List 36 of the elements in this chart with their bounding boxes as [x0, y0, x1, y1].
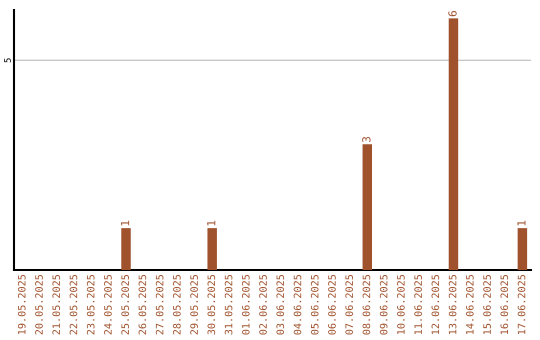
x-tick-label: 14.06.2025 [466, 274, 474, 334]
x-tick-label: 25.05.2025 [121, 274, 129, 334]
x-tick-label: 16.06.2025 [500, 274, 508, 334]
x-tick-label: 03.06.2025 [276, 274, 284, 335]
x-tick-label: 19.05.2025 [18, 274, 26, 334]
x-tick-label: 12.06.2025 [432, 274, 440, 334]
x-tick-label: 27.05.2025 [156, 274, 164, 334]
x-tick-label: 28.05.2025 [173, 274, 181, 334]
x-tick-label: 11.06.2025 [414, 274, 422, 334]
x-tick-label: 23.05.2025 [86, 274, 95, 334]
x-tick-label: 08.06.2025 [362, 274, 370, 335]
x-tick-label: 10.06.2025 [397, 274, 405, 334]
data-label: 1 [517, 220, 526, 226]
x-tick-label: 04.06.2025 [294, 274, 302, 335]
x-tick-label: 30.05.2025 [207, 274, 216, 335]
x-tick-label: 26.05.2025 [138, 274, 146, 334]
x-tick-label: 21.05.2025 [52, 274, 60, 334]
x-tick-label: 22.05.2025 [70, 274, 78, 334]
x-tick-label: 13.06.2025 [448, 274, 456, 334]
x-tick-label: 15.06.2025 [483, 274, 491, 334]
data-label: 6 [448, 11, 457, 16]
x-tick-label: 20.05.2025 [35, 274, 43, 334]
y-tick-label: 5 [4, 58, 11, 62]
x-tick-label: 05.06.2025 [310, 274, 319, 335]
x-tick-label: 02.06.2025 [259, 274, 267, 335]
x-tick-label: 31.05.2025 [224, 274, 232, 335]
data-label: 1 [207, 220, 216, 226]
data-label: 1 [121, 220, 130, 226]
x-tick-label: 29.05.2025 [190, 274, 198, 334]
x-tick-label: 09.06.2025 [380, 274, 388, 335]
x-tick-label: 01.06.2025 [242, 274, 250, 335]
data-label: 3 [362, 136, 371, 142]
x-tick-label: 07.06.2025 [345, 274, 354, 335]
x-tick-label: 06.06.2025 [328, 274, 336, 335]
x-tick-label: 24.05.2025 [104, 274, 112, 334]
x-tick-label: 17.06.2025 [518, 274, 526, 334]
